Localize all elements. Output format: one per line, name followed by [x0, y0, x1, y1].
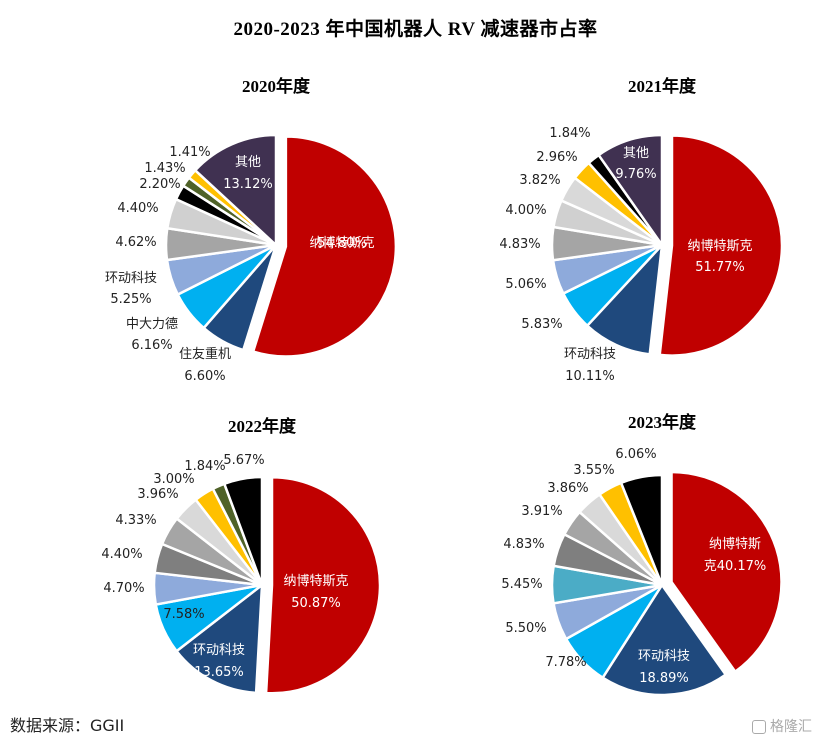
slice-value-label: 4.83%	[499, 237, 540, 252]
slice-name-label: 环动科技	[193, 643, 245, 658]
slice-value-label: 4.33%	[115, 513, 156, 528]
watermark-logo-icon	[752, 720, 766, 734]
slice-value-label: 6.60%	[184, 369, 225, 384]
slice-name-label: 其他	[623, 146, 649, 161]
pie-slice	[251, 135, 398, 358]
pie-chart-title: 2023年度	[628, 412, 697, 432]
slice-value-label: 1.84%	[184, 459, 225, 474]
slice-value-label: 5.83%	[521, 317, 562, 332]
slice-value-label: 4.83%	[503, 537, 544, 552]
slice-value-label: 4.40%	[101, 547, 142, 562]
slice-value-label: 3.91%	[521, 504, 562, 519]
pie-slice	[174, 582, 264, 695]
slice-value-label: 51.77%	[695, 260, 745, 275]
source-note: 数据来源：GGII	[10, 716, 125, 735]
slice-value-label: 4.00%	[505, 203, 546, 218]
slice-value-label: 5.06%	[505, 277, 546, 292]
slice-value-label: 3.55%	[573, 463, 614, 478]
pie-chart-title: 2020年度	[242, 76, 311, 96]
slice-value-label: 1.84%	[549, 126, 590, 141]
slice-name-label: 住友重机	[179, 346, 231, 362]
watermark-text: 格隆汇	[770, 719, 812, 735]
slice-value-label: 3.86%	[547, 481, 588, 496]
slice-value-label: 2.96%	[536, 150, 577, 165]
watermark: 格隆汇	[752, 716, 812, 736]
slice-name-label: 克40.17%	[704, 559, 767, 574]
pie-slice	[596, 133, 664, 249]
pie-slice	[193, 133, 278, 248]
slice-value-label: 1.43%	[144, 161, 185, 176]
slice-value-label: 3.82%	[519, 173, 560, 188]
slice-name-label: 环动科技	[564, 347, 616, 362]
slice-value-label: 2.20%	[139, 177, 180, 192]
pie-slice	[619, 473, 664, 586]
slice-value-label: 3.96%	[137, 487, 178, 502]
pie-chart-title: 2021年度	[628, 76, 697, 96]
slice-name-label: 纳博特斯克	[309, 236, 374, 251]
pie-slice	[222, 475, 264, 586]
slice-name-label: 纳博特斯克	[283, 574, 348, 589]
pie-slice	[600, 582, 728, 697]
slice-value-label: 5.50%	[505, 621, 546, 636]
slice-value-label: 54.80%	[317, 236, 367, 251]
slice-value-label: 6.16%	[131, 338, 172, 353]
slice-value-label: 5.25%	[110, 292, 151, 307]
pie-chart-title: 2022年度	[228, 416, 297, 436]
slice-name-label: 中大力德	[126, 317, 178, 332]
slice-value-label: 9.76%	[615, 167, 656, 182]
slice-value-label: 13.12%	[223, 177, 273, 192]
slice-value-label: 4.62%	[115, 235, 156, 250]
slice-name-label: 环动科技	[638, 649, 690, 664]
slice-value-label: 50.87%	[291, 596, 341, 611]
pie-slice	[670, 470, 783, 674]
slice-value-label: 7.78%	[545, 655, 586, 670]
slice-value-label: 4.40%	[117, 201, 158, 216]
slice-value-label: 4.70%	[103, 581, 144, 596]
slice-name-label: 纳博特斯克	[687, 239, 752, 254]
slice-value-label: 18.89%	[639, 671, 689, 686]
slice-name-label: 纳博特斯	[709, 537, 761, 552]
page-title: 2020-2023 年中国机器人 RV 减速器市占率	[233, 19, 598, 40]
slice-name-label: 其他	[235, 155, 261, 170]
slice-value-label: 1.41%	[169, 145, 210, 160]
slice-value-label: 13.65%	[194, 665, 244, 680]
slice-value-label: 10.11%	[565, 369, 615, 384]
slice-value-label: 7.58%	[163, 607, 204, 622]
slice-value-label: 3.00%	[153, 472, 194, 487]
slice-value-label: 6.06%	[615, 447, 656, 462]
pie-slice	[658, 134, 784, 357]
pie-slice	[264, 476, 382, 695]
slice-value-label: 5.67%	[223, 453, 264, 468]
slice-name-label: 环动科技	[105, 271, 157, 286]
slice-value-label: 5.45%	[501, 577, 542, 592]
